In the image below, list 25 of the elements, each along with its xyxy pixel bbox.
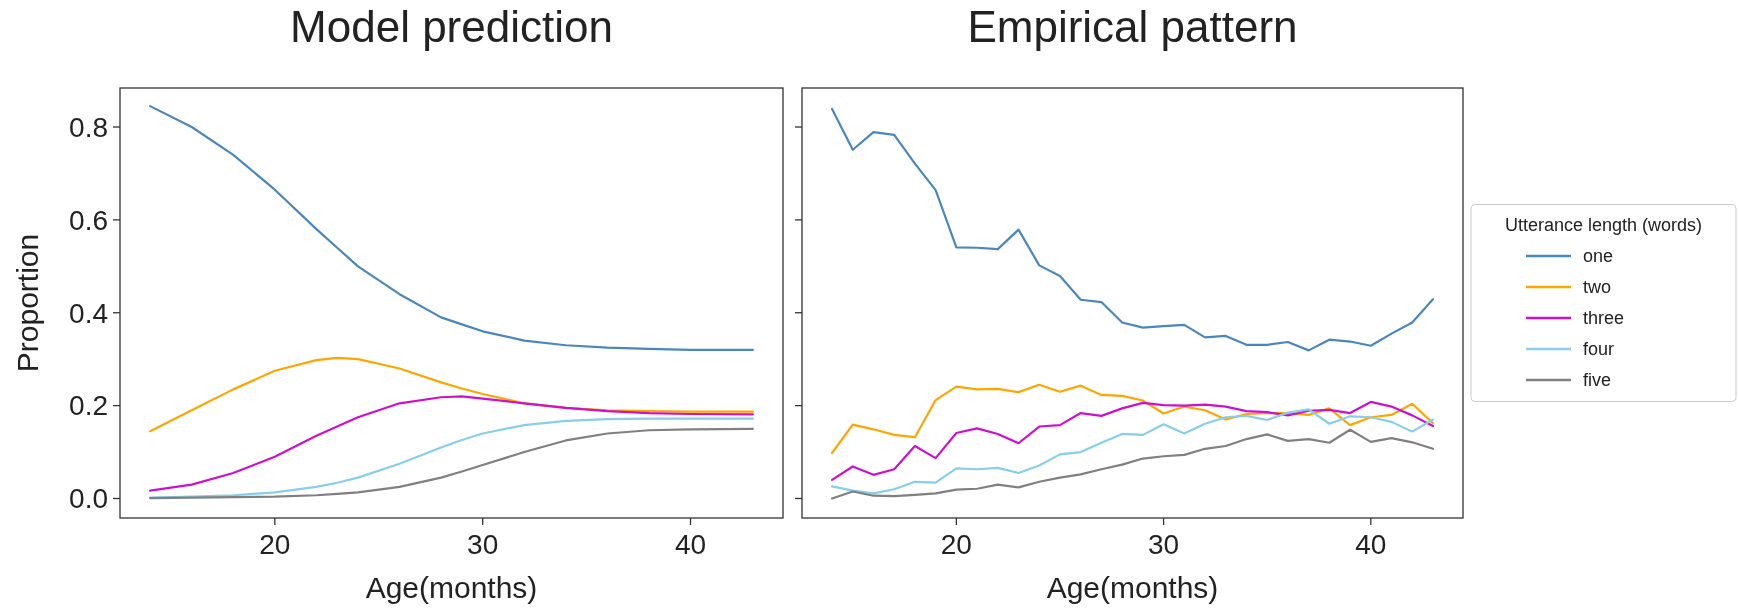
x-tick-label: 40 [674, 529, 707, 560]
line-series [149, 105, 754, 351]
x-tick-label: 40 [1355, 529, 1387, 560]
y-tick-label: 0.6 [69, 204, 108, 236]
legend-label: two [1583, 277, 1612, 298]
legend-label: five [1583, 370, 1612, 391]
y-tick-label: 0.8 [69, 111, 108, 143]
x-axis-title: Age(months) [1046, 571, 1219, 604]
y-tick-label: 0.0 [69, 483, 108, 515]
legend-label: three [1583, 308, 1625, 329]
x-tick-label: 20 [940, 529, 972, 560]
legend-label: one [1583, 246, 1614, 267]
line-series [149, 356, 754, 433]
line-series [149, 395, 754, 492]
chart-title: Empirical pattern [967, 2, 1298, 51]
legend-title: Utterance length (words) [1504, 214, 1703, 235]
y-axis-title: Proportion [11, 233, 44, 373]
x-tick-label: 20 [259, 529, 291, 560]
y-tick-label: 0.2 [69, 390, 108, 422]
x-tick-label: 30 [467, 529, 499, 560]
x-tick-label: 30 [1148, 529, 1180, 560]
legend-label: four [1583, 339, 1615, 360]
y-tick-label: 0.4 [69, 297, 108, 329]
chart-title: Model prediction [290, 2, 613, 51]
x-axis-title: Age(months) [365, 571, 538, 604]
